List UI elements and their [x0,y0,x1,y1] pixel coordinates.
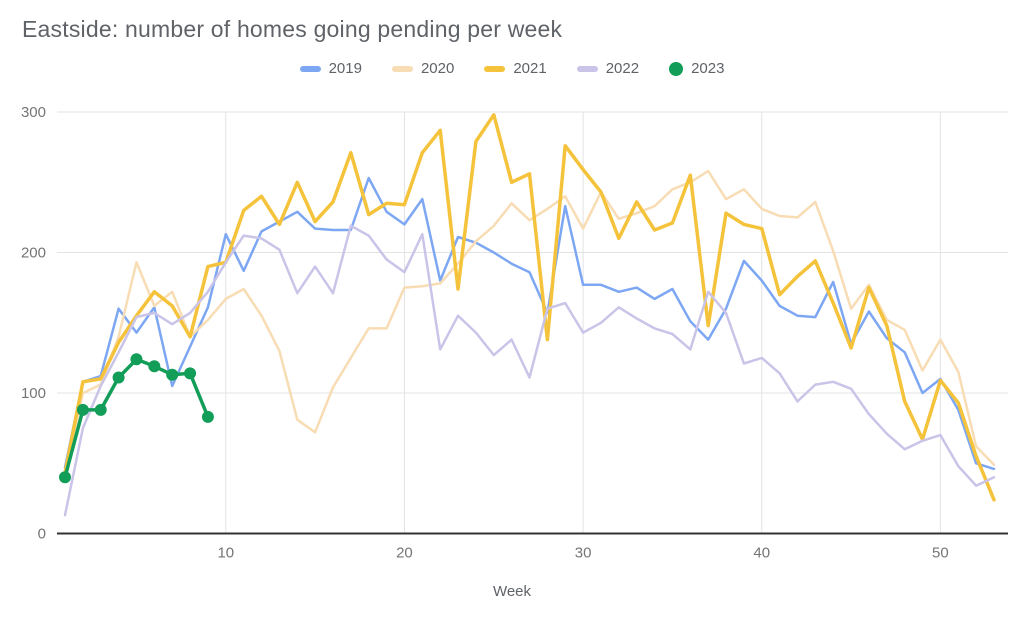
legend-swatch-2023 [669,61,684,76]
series-point-2023-week-1 [59,471,71,484]
chart-title: Eastside: number of homes going pending … [22,16,563,42]
legend-label: 2023 [691,60,725,77]
chart-legend: 2019 2020 2021 2022 2023 [0,60,1024,77]
series-line-2021 [63,113,996,502]
series-point-2023-week-9 [201,410,214,423]
legend-swatch-2022 [576,65,598,72]
x-axis-title: Week [492,583,532,600]
legend-item-2020: 2020 [391,60,455,77]
legend-swatch-2021 [484,65,506,72]
y-tick-label-300: 300 [21,104,46,121]
legend-label: 2020 [420,60,455,77]
series-line-2019 [63,176,996,471]
series-point-2023-week-5 [130,353,143,366]
series-point-2023-week-3 [94,403,107,416]
series-point-2023-week-7 [166,368,179,381]
series-line-2020 [63,169,996,476]
legend-item-2019: 2019 [299,60,362,77]
x-tick-label-20: 20 [396,545,413,562]
x-tick-label-40: 40 [753,545,770,562]
series-line-2022 [63,224,996,517]
legend-item-2021: 2021 [484,60,547,77]
series-point-2023-week-6 [148,360,161,373]
y-tick-label-0: 0 [38,526,46,543]
legend-label: 2022 [605,60,640,77]
y-tick-label-100: 100 [21,385,46,402]
series-point-2023-week-8 [184,367,197,380]
legend-swatch-2019 [299,65,321,72]
legend-swatch-2020 [391,65,413,72]
x-tick-label-30: 30 [575,545,592,562]
legend-label: 2019 [328,60,362,77]
series-point-2023-week-2 [76,403,89,416]
legend-label: 2021 [513,60,547,77]
y-tick-label-200: 200 [21,245,46,262]
x-tick-label-10: 10 [217,545,234,562]
series-point-2023-week-4 [112,371,125,384]
legend-item-2022: 2022 [576,60,640,77]
x-tick-label-50: 50 [932,545,949,562]
legend-item-2023: 2023 [669,60,724,77]
